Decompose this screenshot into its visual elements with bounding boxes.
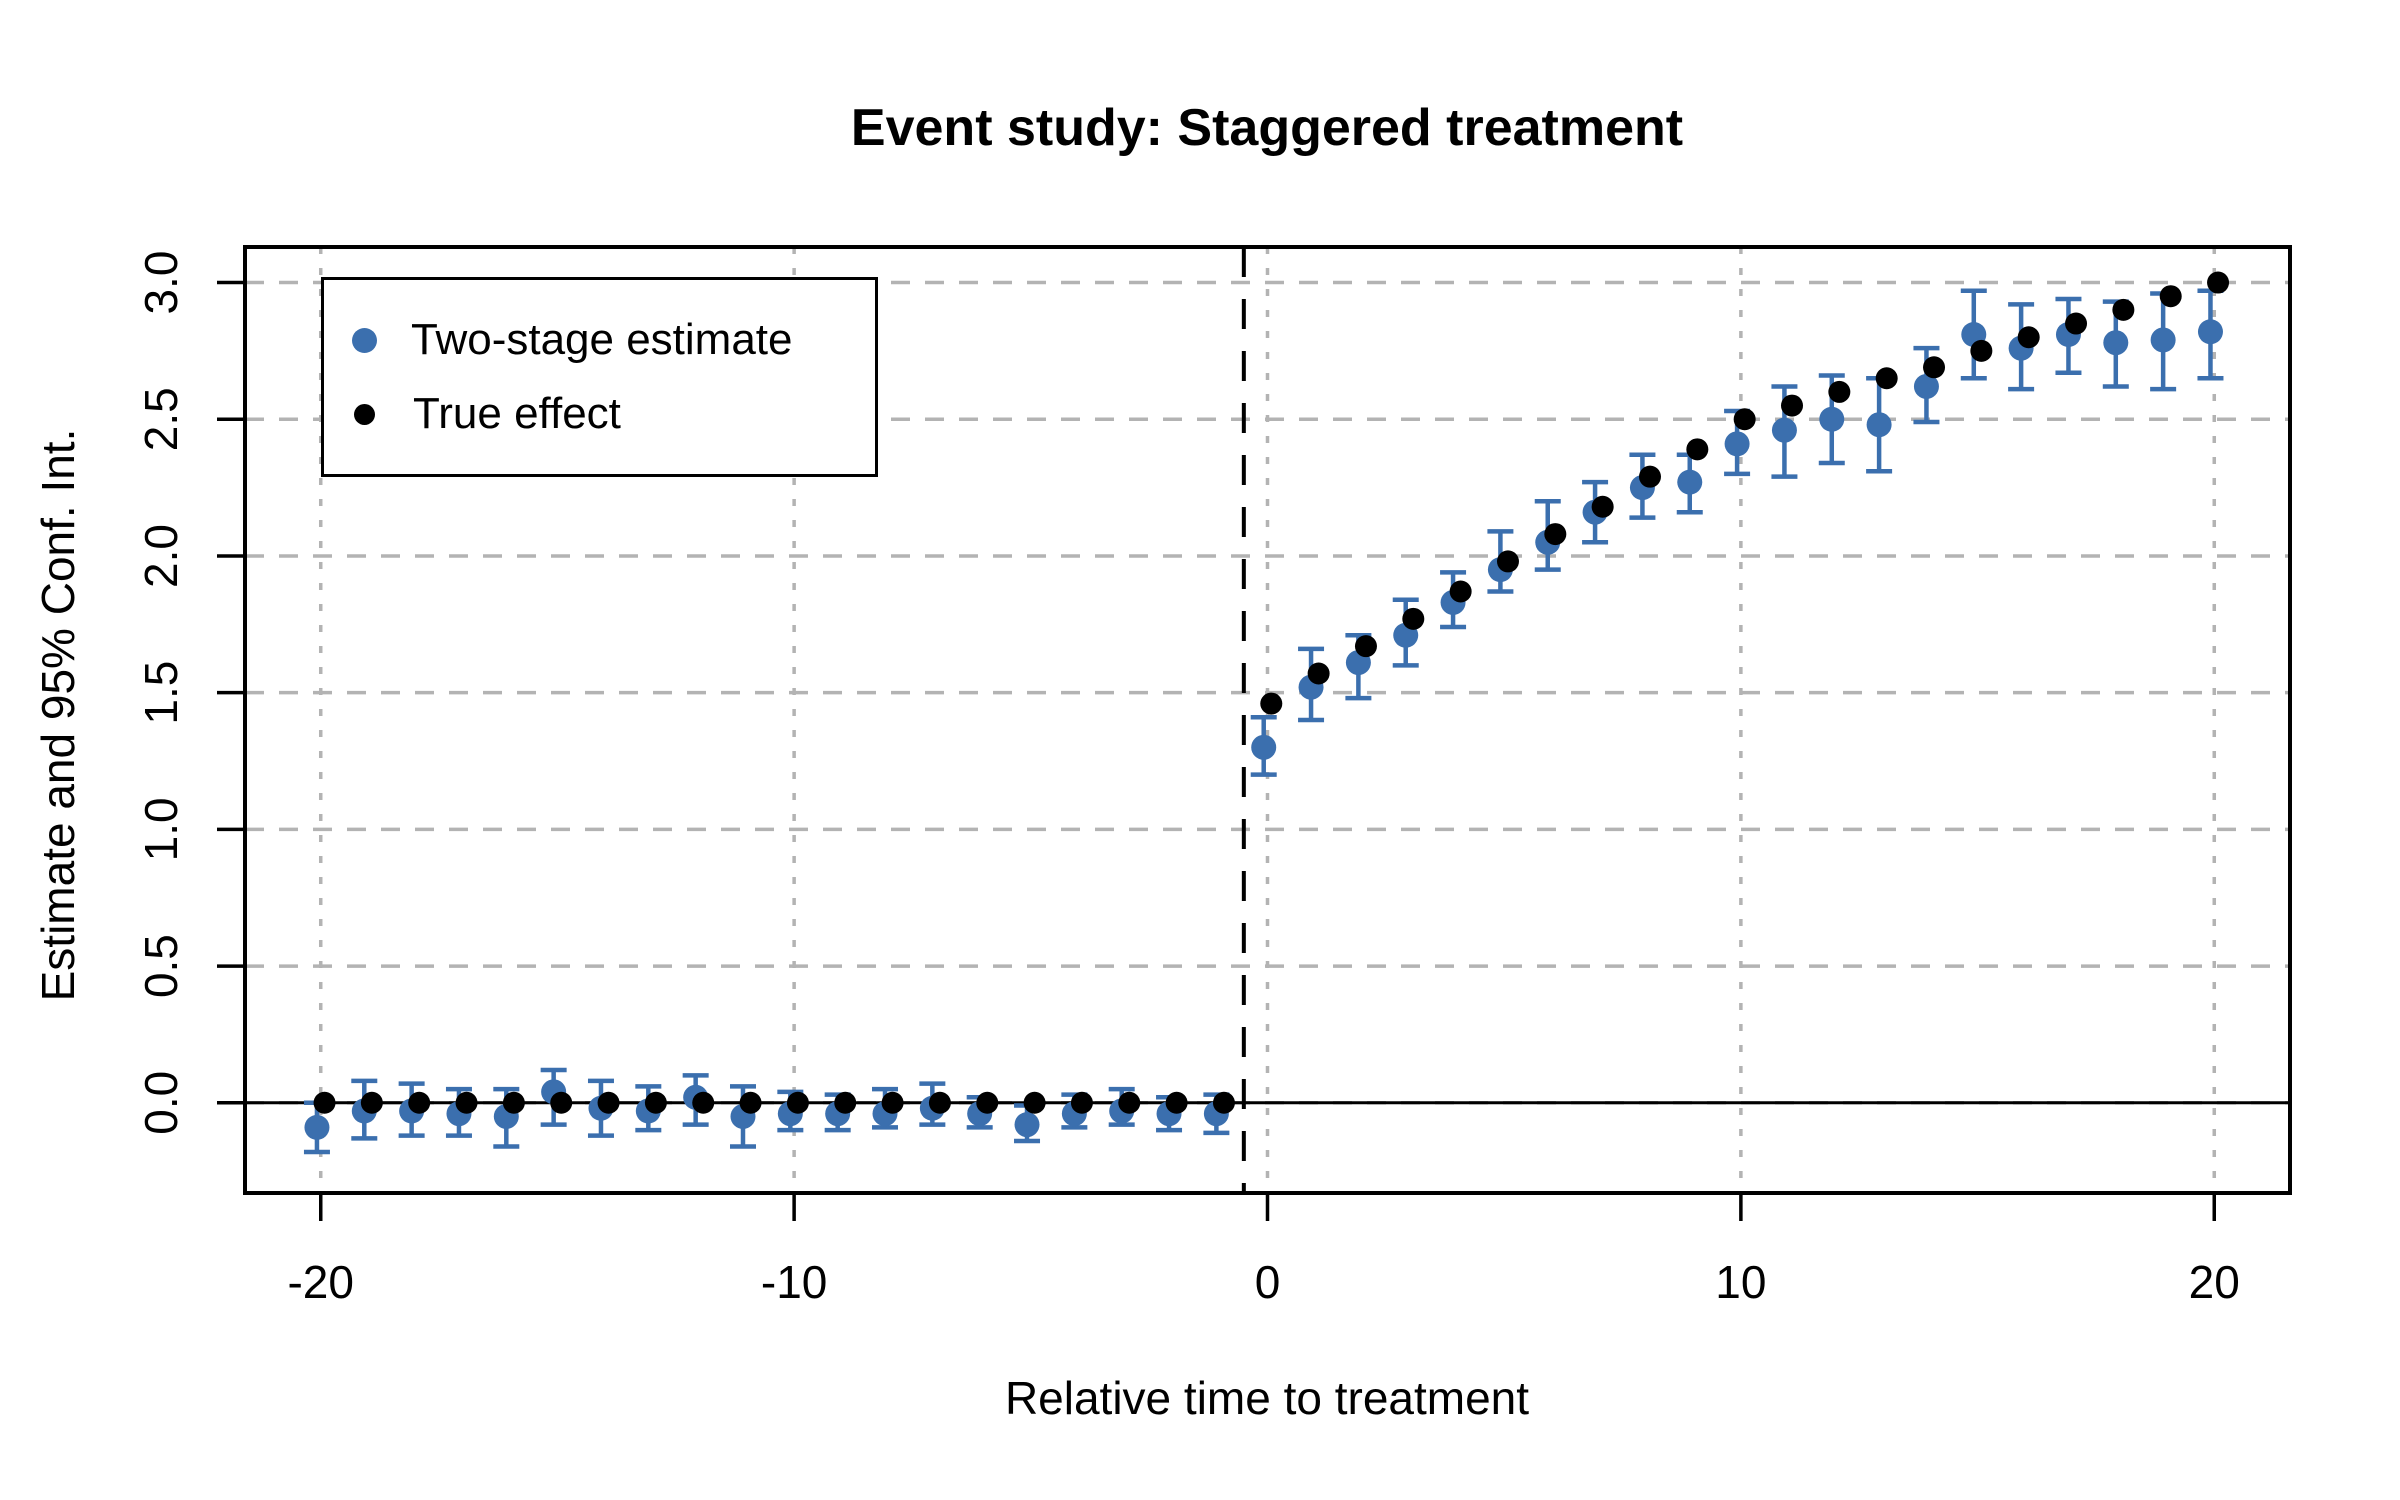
data-point-two-stage [1014, 1112, 1040, 1138]
data-point-two-stage [2150, 327, 2176, 353]
data-point-true-effect [786, 1091, 809, 1114]
data-point-true-effect [834, 1091, 857, 1114]
y-tick-label: 3.0 [135, 251, 187, 315]
data-point-true-effect [1638, 465, 1661, 488]
data-point-true-effect [1070, 1091, 1093, 1114]
x-tick-label: 0 [1255, 1256, 1281, 1308]
data-point-two-stage [1819, 406, 1845, 432]
x-tick-label: -10 [761, 1256, 827, 1308]
data-point-true-effect [692, 1091, 715, 1114]
data-point-true-effect [1923, 356, 1946, 379]
data-point-true-effect [313, 1091, 336, 1114]
legend: Two-stage estimate True effect [321, 277, 878, 477]
data-point-true-effect [1544, 523, 1567, 546]
data-point-true-effect [550, 1091, 573, 1114]
y-tick-label: 1.5 [135, 661, 187, 725]
y-tick-label: 0.0 [135, 1071, 187, 1135]
data-point-true-effect [1496, 550, 1519, 573]
data-point-true-effect [2207, 271, 2230, 294]
data-point-true-effect [1449, 580, 1472, 603]
data-point-true-effect [1023, 1091, 1046, 1114]
data-point-two-stage [1251, 734, 1277, 760]
y-tick-label: 2.5 [135, 387, 187, 451]
data-point-true-effect [1402, 607, 1425, 630]
data-point-two-stage [2197, 319, 2223, 345]
legend-marker-true-effect-icon [354, 403, 375, 425]
data-point-two-stage [1913, 373, 1939, 399]
x-axis-title: Relative time to treatment [1004, 1372, 1530, 1424]
data-point-true-effect [739, 1091, 762, 1114]
data-point-two-stage [1677, 469, 1703, 495]
data-point-true-effect [1165, 1091, 1188, 1114]
data-point-true-effect [502, 1091, 525, 1114]
data-point-true-effect [1212, 1091, 1235, 1114]
data-point-true-effect [644, 1091, 667, 1114]
data-point-two-stage [1771, 417, 1797, 443]
chart-title: Event study: Staggered treatment [850, 99, 1684, 157]
x-tick-label: 10 [1715, 1256, 1766, 1308]
data-point-two-stage [304, 1114, 330, 1140]
data-point-true-effect [1354, 635, 1377, 658]
data-point-true-effect [881, 1091, 904, 1114]
y-tick-label: 0.5 [135, 934, 187, 998]
data-point-true-effect [1781, 394, 1804, 417]
data-point-true-effect [2159, 285, 2182, 308]
data-point-true-effect [597, 1091, 620, 1114]
data-point-true-effect [928, 1091, 951, 1114]
data-point-true-effect [976, 1091, 999, 1114]
data-point-true-effect [2065, 312, 2088, 335]
legend-marker-two-stage-icon [352, 327, 377, 353]
data-point-true-effect [1875, 367, 1898, 390]
data-point-true-effect [1733, 408, 1756, 431]
x-tick-label: -20 [287, 1256, 353, 1308]
y-axis-title: Estimate and 95% Conf. Int. [32, 428, 84, 1002]
x-tick-label: 20 [2189, 1256, 2240, 1308]
data-point-two-stage [1866, 412, 1892, 438]
data-point-true-effect [1591, 495, 1614, 518]
y-tick-label: 1.0 [135, 797, 187, 861]
y-tick-label: 2.0 [135, 524, 187, 588]
data-point-true-effect [2112, 298, 2135, 321]
data-point-true-effect [1828, 380, 1851, 403]
data-point-true-effect [408, 1091, 431, 1114]
data-point-true-effect [1260, 692, 1283, 715]
data-point-true-effect [455, 1091, 478, 1114]
data-point-true-effect [2017, 326, 2040, 349]
legend-label-true-effect: True effect [413, 389, 621, 438]
legend-item-true-effect: True effect [352, 389, 875, 439]
legend-item-two-stage: Two-stage estimate [352, 315, 875, 365]
data-point-true-effect [1118, 1091, 1141, 1114]
data-point-true-effect [1686, 438, 1709, 461]
data-point-true-effect [1307, 662, 1330, 685]
data-point-two-stage [1724, 431, 1750, 457]
data-point-true-effect [360, 1091, 383, 1114]
data-point-true-effect [1970, 339, 1993, 362]
legend-label-two-stage: Two-stage estimate [411, 315, 793, 364]
data-point-two-stage [2103, 330, 2129, 356]
